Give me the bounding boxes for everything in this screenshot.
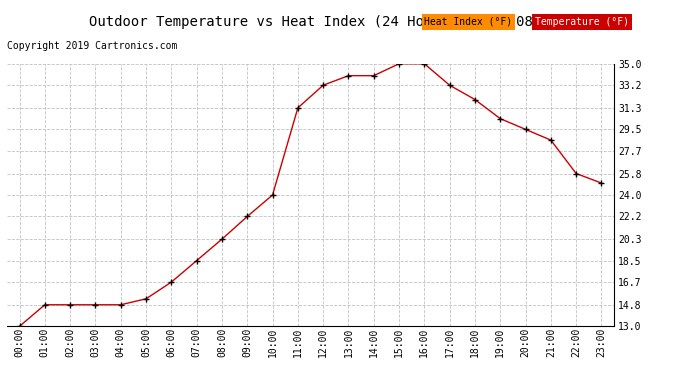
Text: Copyright 2019 Cartronics.com: Copyright 2019 Cartronics.com xyxy=(7,41,177,51)
Text: Temperature (°F): Temperature (°F) xyxy=(535,17,629,27)
Text: Heat Index (°F): Heat Index (°F) xyxy=(424,17,513,27)
Text: Outdoor Temperature vs Heat Index (24 Hours) 20190308: Outdoor Temperature vs Heat Index (24 Ho… xyxy=(88,15,533,29)
